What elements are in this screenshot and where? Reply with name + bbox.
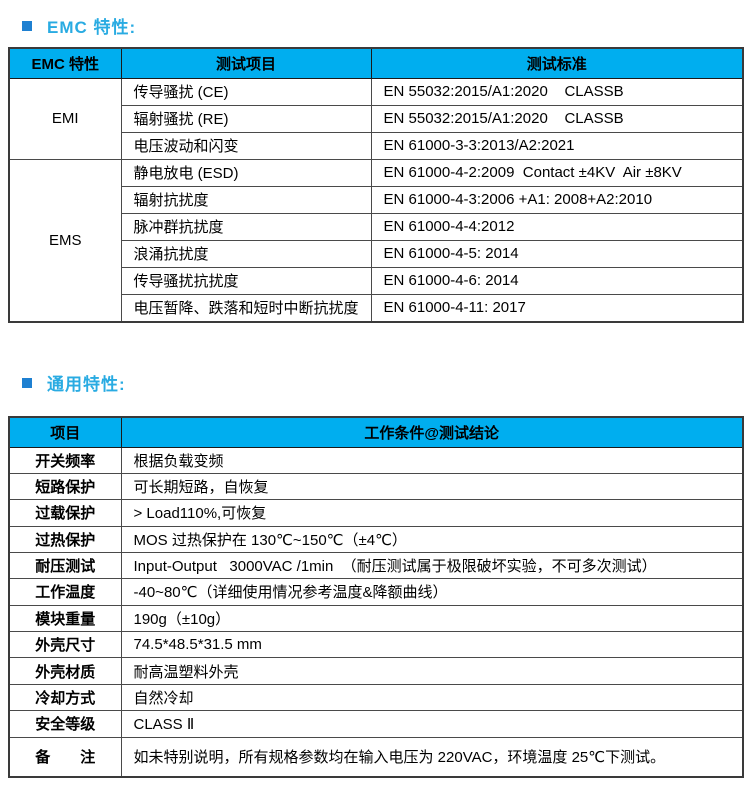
emc-header-test-item: 测试项目 (120, 47, 372, 79)
table-row: 模块重量 190g（±10g） (8, 604, 744, 633)
test-item-cell: 传导骚扰 (CE) (120, 77, 372, 106)
spec-item-cell: 冷却方式 (8, 683, 122, 712)
test-item-cell: 电压暂降、跌落和短时中断抗扰度 (120, 293, 372, 323)
general-header-item: 项目 (8, 416, 122, 448)
table-row: 短路保护 可长期短路，自恢复 (8, 472, 744, 501)
emc-table-header-row: EMC 特性 测试项目 测试标准 (8, 47, 744, 79)
spec-value-cell: 自然冷却 (120, 683, 744, 712)
test-standard-cell: EN 61000-4-2:2009 Contact ±4KV Air ±8KV (370, 158, 744, 187)
table-row: EMI 传导骚扰 (CE) EN 55032:2015/A1:2020 CLAS… (8, 77, 744, 160)
test-standard-cell: EN 61000-3-3:2013/A2:2021 (370, 131, 744, 160)
spec-item-cell: 短路保护 (8, 472, 122, 501)
table-row: 外壳材质 耐高温塑料外壳 (8, 657, 744, 685)
test-standard-cell: EN 61000-4-11: 2017 (370, 293, 744, 323)
test-item-cell: 传导骚扰抗扰度 (120, 266, 372, 295)
test-item-cell: 静电放电 (ESD) (120, 158, 372, 187)
spec-value-cell: CLASS Ⅱ (120, 710, 744, 738)
spec-value-cell: -40~80℃（详细使用情况参考温度&降额曲线） (120, 578, 744, 606)
spec-value-cell: 耐高温塑料外壳 (120, 657, 744, 685)
table-row: 电压暂降、跌落和短时中断抗扰度 EN 61000-4-11: 2017 (9, 293, 744, 323)
spec-value-cell: > Load110%,可恢复 (120, 499, 744, 527)
spec-value-cell: 190g（±10g） (120, 604, 744, 633)
emc-group-ems: EMS (8, 158, 122, 323)
table-row: 安全等级 CLASS Ⅱ (8, 710, 744, 738)
table-row: EMS 静电放电 (ESD) EN 61000-4-2:2009 Contact… (8, 158, 744, 323)
table-row: 脉冲群抗扰度 EN 61000-4-4:2012 (9, 212, 744, 241)
table-row: 过载保护 > Load110%,可恢复 (8, 499, 744, 527)
test-item-cell: 电压波动和闪变 (120, 131, 372, 160)
spec-value-cell: 可长期短路，自恢复 (120, 472, 744, 501)
spec-item-cell: 外壳尺寸 (8, 631, 122, 659)
section-title-emc: EMC 特性: (47, 18, 137, 37)
table-row: 开关频率 根据负载变频 (8, 446, 744, 474)
spec-value-cell: 74.5*48.5*31.5 mm (120, 631, 744, 659)
emc-header-test-standard: 测试标准 (370, 47, 744, 79)
emc-table: EMC 特性 测试项目 测试标准 EMI 传导骚扰 (CE) EN 55032:… (8, 47, 744, 323)
table-row: 耐压测试 Input-Output 3000VAC /1min （耐压测试属于极… (8, 551, 744, 580)
general-header-condition: 工作条件@测试结论 (120, 416, 744, 448)
square-bullet-icon (22, 20, 32, 31)
table-row: 冷却方式 自然冷却 (8, 683, 744, 712)
test-standard-cell: EN 61000-4-4:2012 (370, 212, 744, 241)
spec-item-cell: 开关频率 (8, 446, 122, 474)
spec-item-cell: 外壳材质 (8, 657, 122, 685)
table-row: 辐射骚扰 (RE) EN 55032:2015/A1:2020 CLASSB (9, 104, 744, 133)
test-standard-cell: EN 61000-4-5: 2014 (370, 239, 744, 268)
section-header-general: 通用特性: (22, 370, 126, 395)
table-row: 辐射抗扰度 EN 61000-4-3:2006 +A1: 2008+A2:201… (9, 185, 744, 214)
section-title-general: 通用特性: (47, 375, 126, 394)
table-row: 传导骚扰抗扰度 EN 61000-4-6: 2014 (9, 266, 744, 295)
spec-item-cell: 备 注 (8, 736, 122, 778)
spec-item-cell: 耐压测试 (8, 551, 122, 580)
spec-value-cell: 根据负载变频 (120, 446, 744, 474)
table-row: 过热保护 MOS 过热保护在 130℃~150℃（±4℃） (8, 525, 744, 553)
emc-group-emi: EMI (8, 77, 122, 160)
table-row: 工作温度 -40~80℃（详细使用情况参考温度&降额曲线） (8, 578, 744, 606)
table-row: 电压波动和闪变 EN 61000-3-3:2013/A2:2021 (9, 131, 744, 160)
square-bullet-icon (22, 377, 32, 388)
table-row: 外壳尺寸 74.5*48.5*31.5 mm (8, 631, 744, 659)
spec-item-cell: 模块重量 (8, 604, 122, 633)
spec-value-cell: MOS 过热保护在 130℃~150℃（±4℃） (120, 525, 744, 553)
spec-item-cell: 过热保护 (8, 525, 122, 553)
test-item-cell: 辐射抗扰度 (120, 185, 372, 214)
spec-item-cell: 过载保护 (8, 499, 122, 527)
emc-header-feature: EMC 特性 (8, 47, 122, 79)
spec-value-cell: Input-Output 3000VAC /1min （耐压测试属于极限破坏实验… (120, 551, 744, 580)
test-standard-cell: EN 55032:2015/A1:2020 CLASSB (370, 77, 744, 106)
test-standard-cell: EN 61000-4-6: 2014 (370, 266, 744, 295)
general-table: 项目 工作条件@测试结论 开关频率 根据负载变频 短路保护 可长期短路，自恢复 … (8, 416, 744, 778)
spec-item-cell: 安全等级 (8, 710, 122, 738)
spec-item-cell: 工作温度 (8, 578, 122, 606)
test-item-cell: 辐射骚扰 (RE) (120, 104, 372, 133)
test-item-cell: 脉冲群抗扰度 (120, 212, 372, 241)
general-table-header-row: 项目 工作条件@测试结论 (8, 416, 744, 448)
test-standard-cell: EN 55032:2015/A1:2020 CLASSB (370, 104, 744, 133)
test-standard-cell: EN 61000-4-3:2006 +A1: 2008+A2:2010 (370, 185, 744, 214)
table-row: 备 注 如未特别说明，所有规格参数均在输入电压为 220VAC，环境温度 25℃… (8, 736, 744, 778)
test-item-cell: 浪涌抗扰度 (120, 239, 372, 268)
section-header-emc: EMC 特性: (22, 13, 136, 38)
spec-value-cell: 如未特别说明，所有规格参数均在输入电压为 220VAC，环境温度 25℃下测试。 (120, 736, 744, 778)
